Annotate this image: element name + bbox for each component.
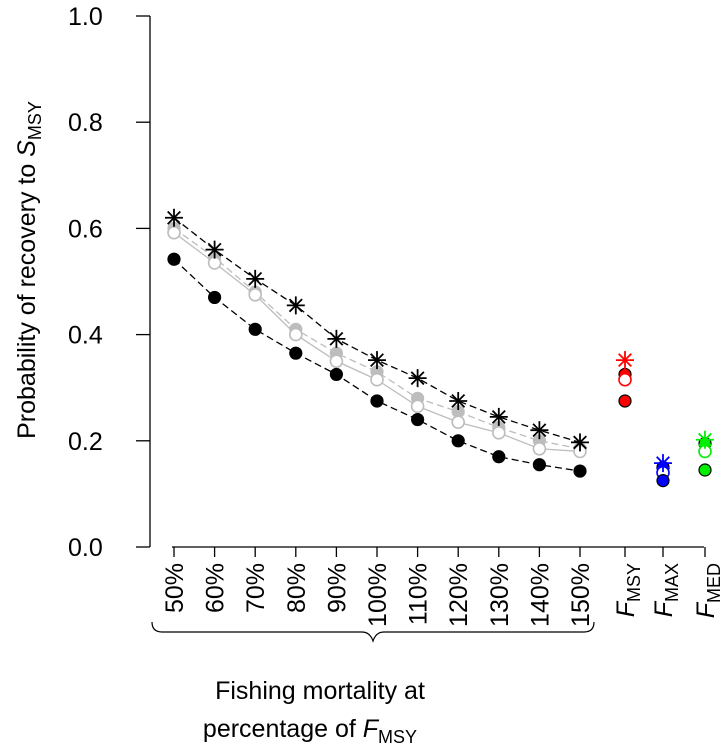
star-marker bbox=[368, 351, 386, 370]
filled-circle-marker bbox=[208, 290, 222, 305]
star-marker bbox=[489, 407, 508, 426]
star-marker bbox=[449, 391, 468, 410]
x-tick-label: 50% bbox=[161, 563, 189, 613]
x-tick-label: 80% bbox=[283, 563, 311, 613]
open-circle-marker bbox=[618, 372, 632, 387]
reference-points bbox=[616, 351, 714, 488]
open-circle-marker bbox=[167, 225, 181, 240]
star-marker bbox=[327, 329, 346, 348]
filled-circle-marker bbox=[492, 450, 506, 464]
x-axis-ticks: 50% 60% 70% 80% 90% 100% 110% 120% 130% 140% 150% F… bbox=[161, 547, 724, 627]
series-line bbox=[173, 232, 581, 453]
star-stroke bbox=[491, 409, 506, 424]
y-tick-label: 0.4 bbox=[68, 322, 103, 350]
star-stroke bbox=[656, 456, 670, 471]
star-stroke bbox=[288, 298, 303, 313]
open-circle-marker bbox=[288, 327, 303, 342]
x-ref-tick-label: FMED bbox=[692, 563, 724, 618]
star-marker bbox=[165, 208, 183, 227]
star-marker bbox=[286, 296, 305, 315]
y-tick-label: 1.0 bbox=[68, 3, 103, 31]
category-brace bbox=[151, 621, 595, 643]
filled-circle-marker bbox=[656, 474, 670, 488]
star-stroke bbox=[370, 353, 384, 368]
filled-circle-marker bbox=[248, 322, 262, 336]
x-tick-label: 110% bbox=[405, 563, 433, 625]
filled-circle-marker bbox=[451, 434, 465, 448]
y-tick-label: 0.0 bbox=[68, 534, 103, 562]
x-ref-tick-label: FMSY bbox=[612, 563, 644, 617]
x-axis-label-line1: Fishing mortality at bbox=[215, 677, 425, 705]
star-stroke bbox=[410, 371, 425, 386]
x-tick-label: 90% bbox=[323, 563, 351, 613]
star-stroke bbox=[207, 242, 222, 257]
series-line bbox=[173, 217, 581, 444]
y-tick-label: 0.6 bbox=[68, 215, 103, 243]
filled-circle-marker bbox=[573, 464, 587, 478]
open-circle-marker bbox=[370, 372, 384, 387]
star-marker bbox=[246, 269, 265, 288]
star-marker bbox=[530, 421, 549, 440]
star-marker bbox=[696, 430, 714, 449]
star-marker bbox=[571, 433, 589, 452]
star-marker bbox=[205, 240, 224, 259]
open-circle-marker bbox=[410, 399, 425, 414]
y-tick-label: 0.2 bbox=[68, 428, 103, 456]
x-tick-label: 100% bbox=[364, 563, 392, 627]
series-lines bbox=[173, 217, 581, 472]
star-marker bbox=[654, 454, 672, 473]
open-circle-marker bbox=[491, 426, 506, 440]
filled-circle-marker bbox=[167, 252, 181, 266]
star-stroke bbox=[451, 394, 466, 408]
star-stroke bbox=[618, 353, 632, 368]
filled-circle-marker bbox=[329, 367, 343, 382]
open-circle-marker bbox=[207, 256, 222, 270]
x-tick-label: 130% bbox=[486, 563, 514, 627]
open-circle-marker bbox=[451, 415, 466, 430]
x-axis-label-line2: percentage of FMSY bbox=[203, 715, 417, 747]
filled-circle-marker bbox=[532, 458, 547, 472]
star-stroke bbox=[329, 331, 344, 346]
star-stroke bbox=[248, 271, 263, 286]
series-points bbox=[165, 208, 589, 478]
y-axis-ticks: 0.0 0.2 0.4 0.6 0.8 1.0 bbox=[68, 3, 150, 562]
x-ref-tick-label: FMAX bbox=[650, 563, 682, 617]
x-tick-label: 60% bbox=[202, 563, 230, 613]
x-tick-label: 120% bbox=[445, 563, 473, 627]
x-tick-label: 140% bbox=[526, 563, 554, 627]
star-marker bbox=[616, 351, 634, 370]
x-tick-label: 70% bbox=[242, 563, 270, 613]
series-line bbox=[173, 227, 581, 450]
open-circle-marker bbox=[248, 287, 262, 302]
filled-circle-marker bbox=[370, 394, 384, 408]
star-stroke bbox=[532, 423, 547, 438]
y-axis-label: Probability of recovery to SMSY bbox=[13, 101, 45, 439]
open-circle-marker bbox=[532, 441, 547, 456]
open-circle-marker bbox=[329, 354, 344, 368]
filled-circle-marker bbox=[411, 412, 425, 427]
x-tick-label: 150% bbox=[567, 563, 595, 627]
star-stroke bbox=[573, 435, 587, 450]
star-stroke bbox=[698, 432, 712, 447]
star-marker bbox=[408, 369, 427, 388]
filled-circle-marker bbox=[698, 463, 712, 477]
filled-circle-marker bbox=[289, 346, 303, 360]
star-stroke bbox=[167, 210, 181, 225]
filled-circle-marker bbox=[618, 394, 632, 408]
y-tick-label: 0.8 bbox=[68, 109, 103, 137]
